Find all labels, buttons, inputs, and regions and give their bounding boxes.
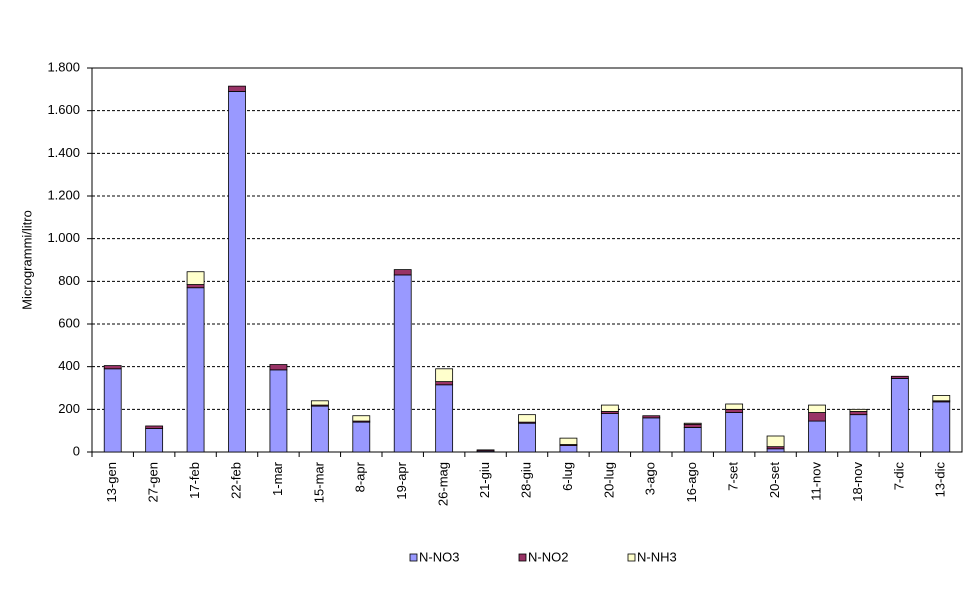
bar-segment (145, 428, 164, 453)
y-tick-label: 200 (58, 401, 80, 416)
plot-frame (91, 67, 963, 453)
y-tick-label: 800 (58, 273, 80, 288)
y-axis-label: Microgrammi/litro (19, 210, 34, 310)
bar-segment (186, 284, 205, 289)
x-tick-label: 13-dic (933, 462, 948, 498)
bar-segment (808, 412, 826, 422)
legend-swatch (518, 553, 527, 562)
y-tick-label: 1.200 (47, 187, 80, 202)
bar-segment (269, 364, 288, 371)
bar-segment (683, 423, 702, 428)
y-tick-label: 400 (58, 358, 80, 373)
bar-segment (890, 375, 909, 379)
bar-segment (849, 414, 868, 453)
x-tick-label: 3-ago (643, 462, 658, 495)
legend-swatch (409, 553, 418, 562)
bar-segment (683, 427, 702, 453)
x-tick-label: 22-feb (228, 462, 243, 499)
bar-segment (559, 445, 578, 453)
bar-segment (725, 403, 744, 410)
x-tick-label: 16-ago (684, 462, 699, 502)
bar-segment (186, 271, 205, 285)
bar-segment (559, 437, 578, 445)
bar-segment (600, 404, 619, 412)
x-tick-label: 13-gen (104, 462, 119, 502)
bar-segment (228, 91, 246, 453)
bar-segment (808, 420, 826, 453)
y-tick-label: 1.600 (47, 102, 80, 117)
bar-segment (642, 417, 661, 453)
bar-segment (186, 287, 205, 453)
bar-segment (435, 368, 454, 382)
legend-label: N-NH3 (637, 549, 677, 564)
x-tick-label: 20-lug (601, 462, 616, 498)
bar-segment (642, 415, 661, 419)
x-tick-label: 18-nov (850, 462, 865, 502)
x-tick-label: 20-set (767, 462, 782, 499)
y-tick-label: 1.800 (47, 59, 80, 74)
x-tick-label: 26-mag (436, 462, 451, 506)
x-tick-label: 15-mar (311, 461, 326, 503)
bar-segment (683, 422, 702, 425)
bar-segment (808, 404, 826, 413)
bar-segment (103, 368, 122, 453)
bar-segment (476, 449, 495, 452)
bar-segment (600, 413, 619, 453)
bar-segment (228, 85, 246, 92)
bar-segment (849, 411, 868, 416)
bar-segment (766, 435, 785, 448)
bar-segment (145, 425, 164, 429)
bar-segment (932, 401, 951, 453)
legend-label: N-NO3 (419, 549, 459, 564)
legend-label: N-NO2 (528, 549, 568, 564)
bar-segment (352, 421, 371, 453)
x-tick-label: 1-mar (270, 461, 285, 496)
x-tick-label: 8-apr (353, 461, 368, 492)
bar-segment (393, 269, 412, 276)
x-tick-label: 17-feb (187, 462, 202, 499)
x-tick-label: 27-gen (146, 462, 161, 502)
y-tick-label: 0 (73, 443, 80, 458)
bar-segment (890, 377, 909, 453)
bar-segment (849, 408, 868, 412)
x-tick-label: 11-nov (808, 462, 823, 501)
bar-segment (932, 395, 951, 402)
x-tick-label: 28-giu (518, 462, 533, 498)
bar-segment (310, 405, 329, 453)
bar-segment (766, 448, 785, 453)
bar-segment (725, 412, 744, 453)
y-tick-label: 1.400 (47, 145, 80, 160)
y-tick-label: 1.000 (47, 230, 80, 245)
y-tick-label: 600 (58, 315, 80, 330)
bar-segment (435, 381, 454, 386)
legend-swatch (627, 553, 636, 562)
bar-segment (310, 400, 329, 406)
bar-segment (518, 414, 536, 423)
bar-segment (269, 369, 288, 453)
x-tick-label: 21-giu (477, 462, 492, 498)
bar-segment (393, 274, 412, 453)
bar-segment (435, 384, 454, 453)
bar-segment (725, 408, 744, 413)
x-tick-label: 19-apr (394, 461, 409, 499)
bar-segment (103, 365, 122, 370)
bar-segment (352, 415, 371, 422)
x-tick-label: 7-set (726, 462, 741, 491)
bar-segment (518, 422, 536, 453)
x-tick-label: 6-lug (560, 462, 575, 491)
x-tick-label: 7-dic (891, 462, 906, 491)
